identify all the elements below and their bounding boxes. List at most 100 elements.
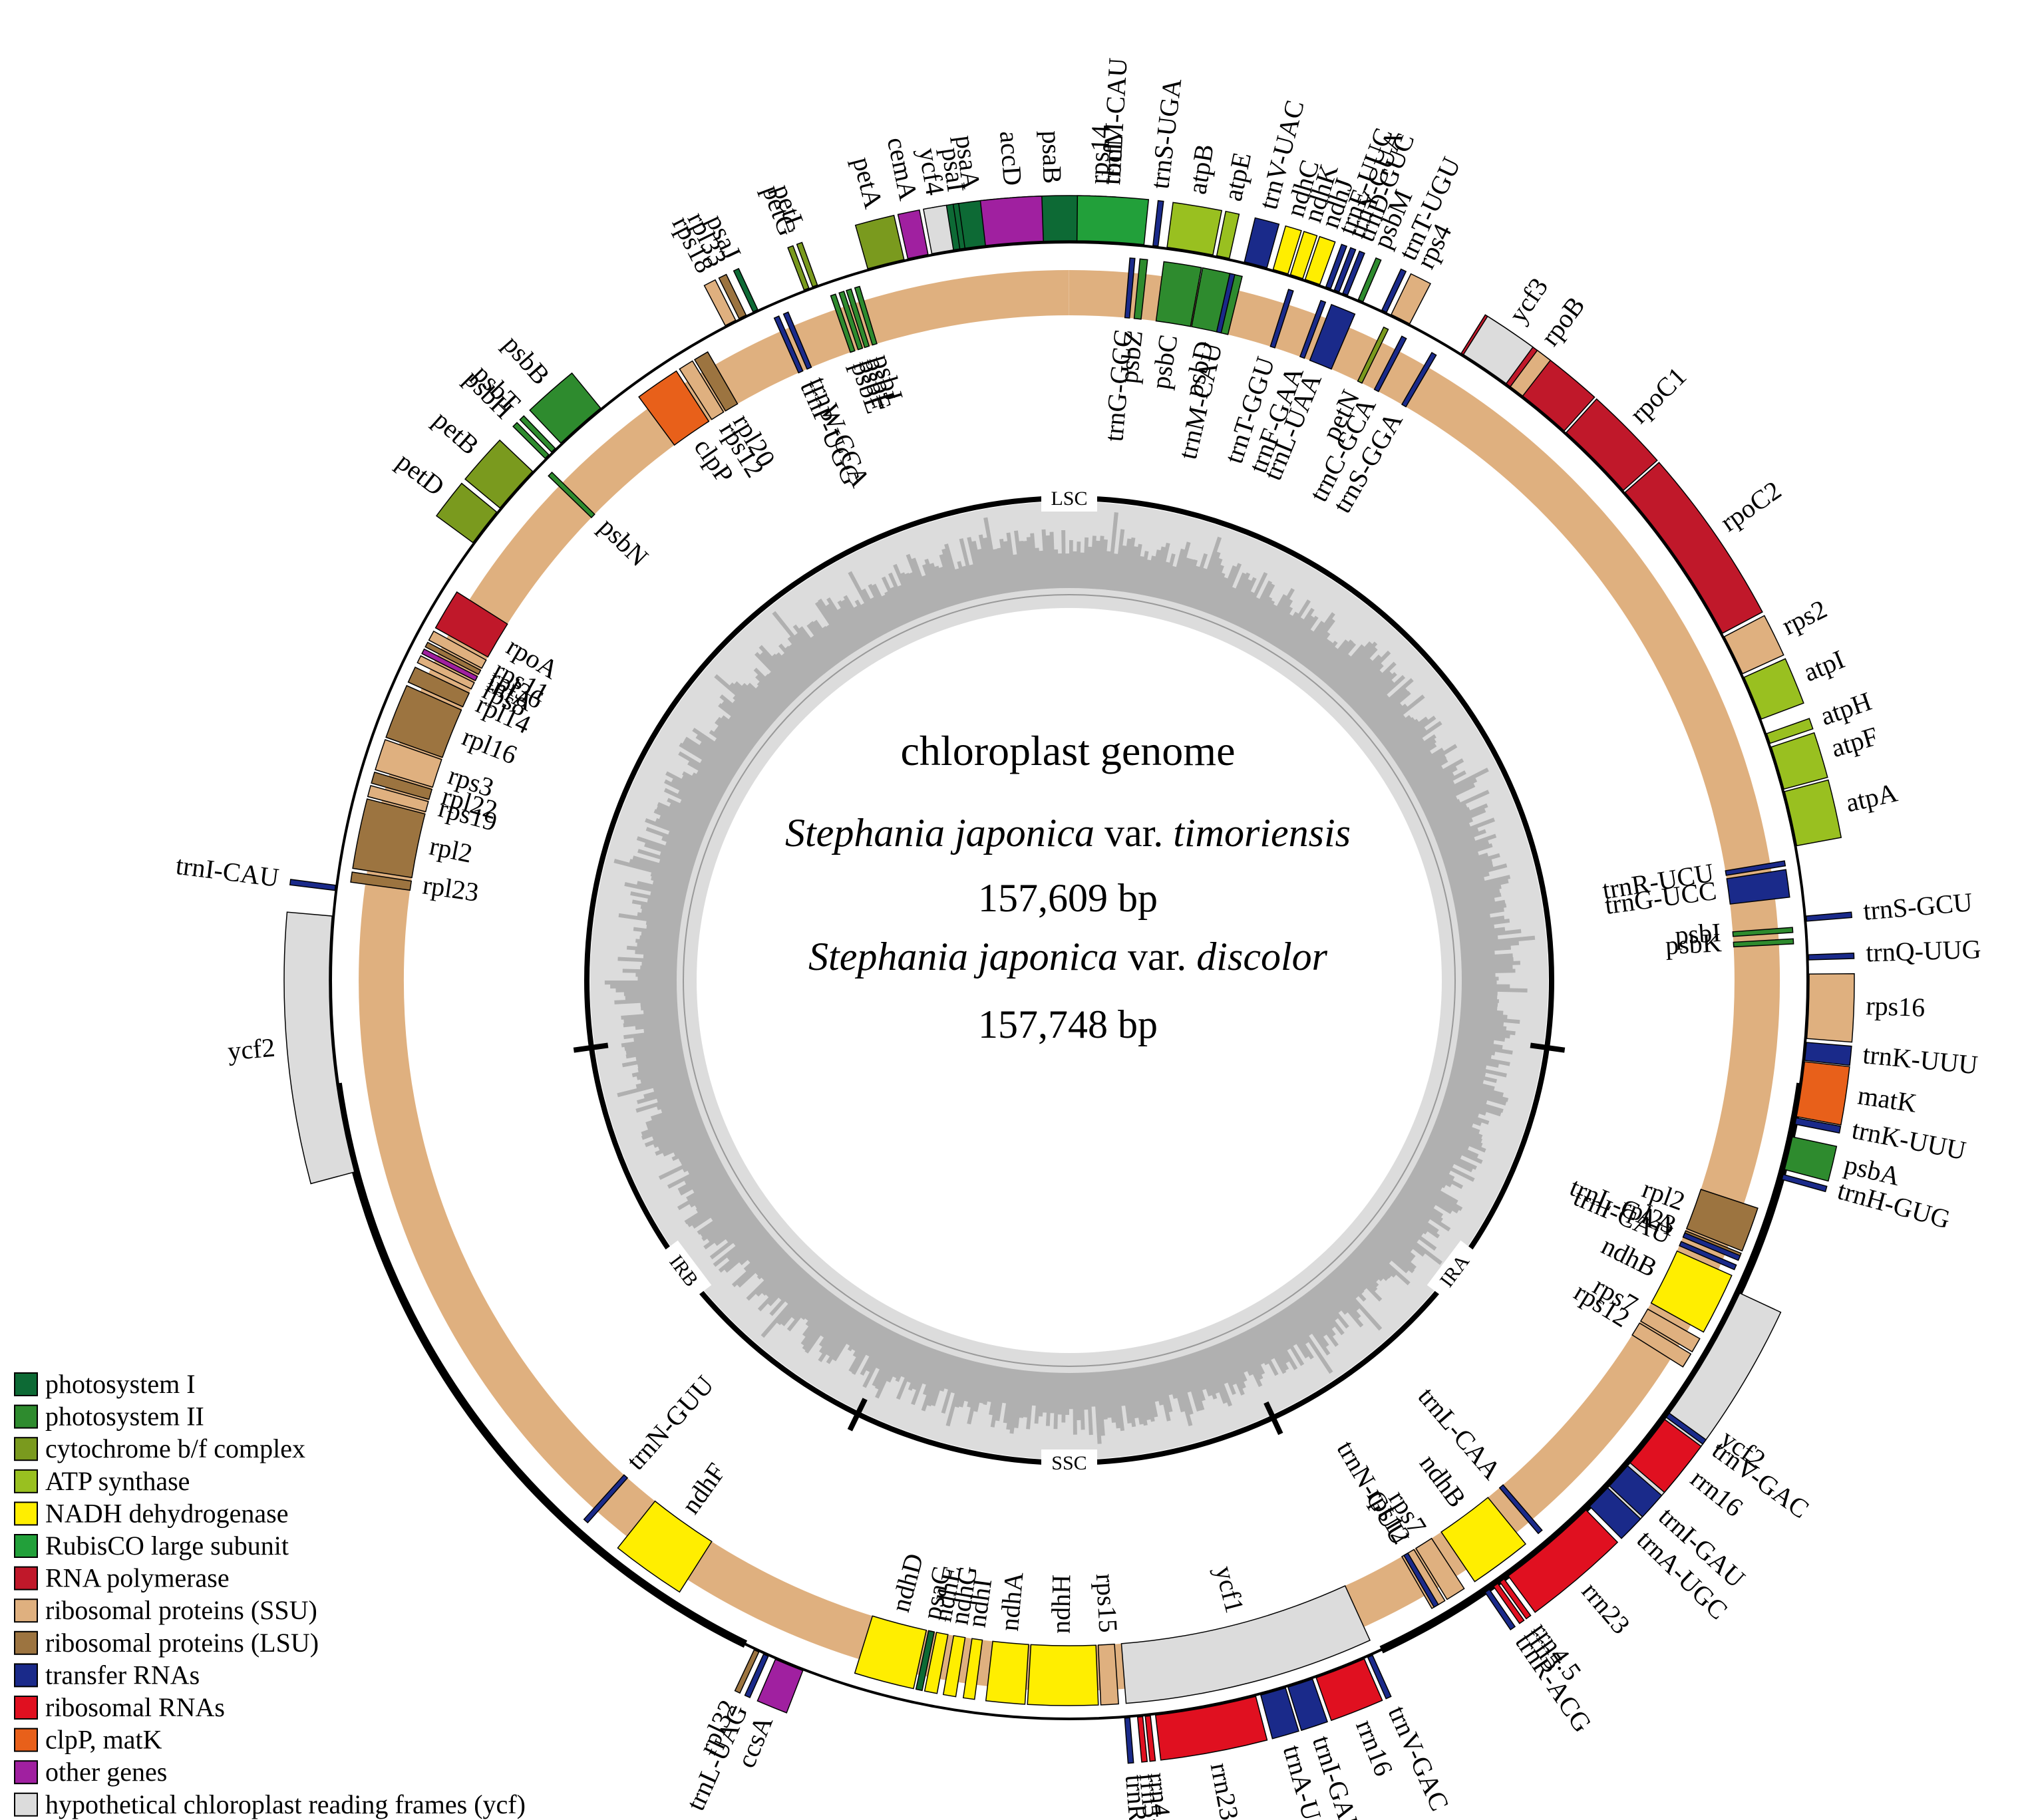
gene-rpl23: rpl23	[350, 869, 480, 907]
gene-block	[1794, 1117, 1842, 1134]
gene-block	[942, 1634, 966, 1698]
gene-block	[1781, 1173, 1828, 1193]
gene-label: atpA	[1843, 777, 1900, 818]
region-label-lsc: LSC	[1041, 485, 1097, 512]
region-boundary-tick	[847, 1398, 868, 1432]
gene-block	[1325, 243, 1348, 289]
gene-rps19: rps19	[367, 784, 500, 837]
gene-rrn16: rrn16	[1315, 1658, 1399, 1780]
gene-accD: accD	[979, 130, 1044, 246]
gene-block	[1124, 257, 1136, 319]
gene-block	[1665, 1412, 1707, 1445]
legend-item-ycf: hypothetical chloroplast reading frames …	[14, 1789, 526, 1819]
gene-block	[782, 311, 812, 370]
gene-label: petD	[391, 446, 450, 502]
gene-block	[1367, 1654, 1392, 1700]
region-label-bg	[1041, 1449, 1097, 1476]
gene-rrn4.5: rrn4.5	[1142, 1715, 1178, 1820]
legend-swatch	[14, 1630, 38, 1655]
gene-block	[923, 204, 954, 255]
gene-label: trnfM-CAU	[1096, 57, 1133, 185]
gene-block	[838, 290, 864, 351]
gene-label: rrn4.5	[1142, 1771, 1178, 1820]
gene-block	[1357, 257, 1382, 303]
gene-label: trnI-CAU	[174, 850, 281, 893]
gene-block	[1723, 615, 1784, 675]
gene-block	[1373, 335, 1407, 392]
species-1-rank: var.	[1104, 811, 1163, 855]
gene-label: trnK-UUU	[1862, 1039, 1979, 1080]
gene-block	[830, 293, 856, 353]
gene-block	[1725, 860, 1786, 876]
gene-block	[1565, 398, 1658, 492]
gene-block	[289, 879, 337, 891]
gene-trnI-CAU: trnI-CAU	[174, 850, 337, 893]
gene-label: psbI	[1674, 917, 1722, 951]
legend-swatch	[14, 1404, 38, 1429]
gene-block	[352, 798, 426, 879]
gene-block	[421, 648, 478, 682]
gene-block	[979, 195, 1044, 246]
legend-item-trn: transfer RNAs	[14, 1660, 200, 1690]
center-disc	[697, 608, 1442, 1353]
gene-block	[924, 1632, 949, 1694]
gene-block	[679, 360, 725, 420]
gene-label: trnM-CAU	[1172, 340, 1228, 462]
gene-block	[1462, 315, 1534, 384]
gene-psbZ: psbZ	[1113, 258, 1148, 385]
legend-item-cyt: cytochrome b/f complex	[14, 1434, 305, 1463]
gene-block	[1216, 273, 1236, 334]
gene-block	[1650, 1250, 1733, 1333]
gene-rrn23: rrn23	[1154, 1696, 1268, 1820]
gene-label: rrn23	[1205, 1760, 1245, 1820]
species-1-genus: Stephania japonica	[785, 811, 1094, 855]
region-label-bg	[1427, 1240, 1482, 1301]
gene-label: rps16	[1866, 990, 1926, 1022]
gene-block	[962, 1638, 983, 1700]
region-label-text: SSC	[1051, 1452, 1087, 1474]
legend-item-rbc: RubisCO large subunit	[14, 1531, 289, 1561]
gene-block	[1260, 1687, 1299, 1740]
gene-block	[1144, 1715, 1156, 1762]
gene-block	[1484, 1589, 1516, 1631]
gene-block	[1784, 1136, 1838, 1182]
gene-block	[1154, 1696, 1268, 1761]
gene-label: petA	[847, 154, 889, 212]
gene-block	[1155, 261, 1202, 327]
gene-block	[1357, 326, 1389, 384]
gene-block	[787, 245, 810, 291]
gene-label: matK	[1856, 1080, 1919, 1119]
gene-block	[733, 267, 758, 313]
gene-block	[1299, 299, 1327, 359]
legend-swatch	[14, 1760, 38, 1785]
gene-block	[1732, 927, 1794, 937]
gene-block	[1492, 1583, 1525, 1624]
gene-label: rrn23	[1576, 1577, 1636, 1640]
size-2: 157,748 bp	[978, 1002, 1158, 1046]
gene-block	[1805, 911, 1853, 922]
gene-trnS-GCU: trnS-GCU	[1805, 887, 1973, 926]
legend-swatch	[14, 1372, 38, 1396]
gene-label: petB	[428, 404, 485, 460]
legend-swatch	[14, 1566, 38, 1591]
region-boundary-tick	[1263, 1401, 1283, 1436]
legend-item-ndh: NADH dehydrogenase	[14, 1498, 288, 1528]
region-label-ssc: SSC	[1041, 1449, 1097, 1476]
gene-block	[385, 684, 462, 758]
legend-label: hypothetical chloroplast reading frames …	[45, 1789, 526, 1819]
gene-label: trnQ-UUG	[1866, 934, 1982, 967]
gene-block	[283, 911, 355, 1185]
gene-block	[915, 1630, 935, 1692]
gene-rrn5: rrn5	[1134, 1716, 1168, 1819]
gene-label: ycf2	[226, 1032, 276, 1066]
gene-psaI: psaI	[935, 146, 972, 250]
gene-block	[428, 630, 487, 669]
gene-block	[1770, 732, 1828, 790]
gene-label: psbZ	[1113, 329, 1148, 384]
gene-block	[1166, 202, 1223, 256]
gene-block	[734, 1649, 760, 1694]
gene-block	[897, 209, 929, 259]
gene-block	[1390, 273, 1432, 325]
gene-label: ndhA	[994, 1571, 1029, 1632]
gene-unlabeled	[1509, 349, 1552, 397]
